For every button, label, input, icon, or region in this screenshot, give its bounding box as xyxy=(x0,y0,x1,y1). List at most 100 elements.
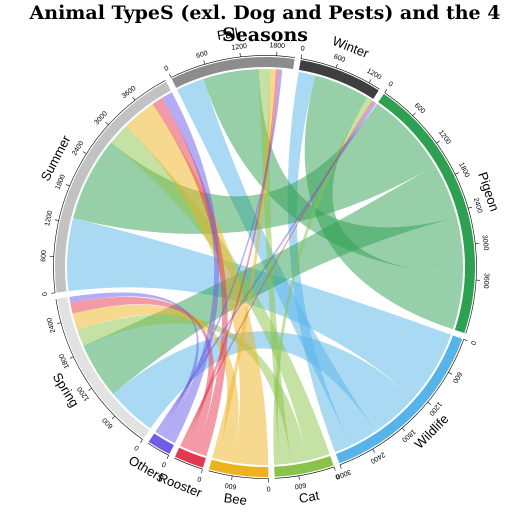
tick-label-wildlife: 2400 xyxy=(369,450,386,464)
tick-label-cat: 0 xyxy=(334,472,340,480)
tick-mark-winter xyxy=(368,79,372,84)
tick-mark-spring xyxy=(140,439,143,443)
tick-label-wildlife: 600 xyxy=(451,370,463,384)
tick-label-bee: 0 xyxy=(267,485,271,492)
tick-label-pigeon: 3000 xyxy=(480,235,489,251)
chord-link-cat-summer xyxy=(111,125,330,461)
tick-label-pigeon: 3600 xyxy=(482,273,490,289)
tick-axis-spring xyxy=(55,298,143,440)
tick-mark-wildlife xyxy=(463,339,468,342)
tick-mark-spring xyxy=(57,322,62,325)
chord-link-wildlife-winter xyxy=(287,71,351,453)
sector-spring xyxy=(57,297,150,439)
chord-link-wildlife-spring xyxy=(113,331,414,432)
tick-mark-wildlife xyxy=(372,448,375,453)
tick-label-winter: 1200 xyxy=(365,68,382,82)
tick-mark-rooster xyxy=(201,468,203,473)
sector-label-bee: Bee xyxy=(223,490,248,508)
tick-label-bee: 600 xyxy=(224,481,237,490)
tick-mark-pigeon xyxy=(412,112,416,116)
sector-bee xyxy=(208,459,269,477)
tick-label-rooster: 0 xyxy=(197,474,203,482)
tick-mark-wildlife xyxy=(339,464,342,469)
tick-mark-pigeon xyxy=(436,140,440,144)
tick-mark-spring xyxy=(88,387,92,391)
tick-mark-pigeon xyxy=(468,206,473,209)
tick-axis-winter xyxy=(300,58,380,90)
tick-mark-winter xyxy=(335,63,338,68)
tick-label-fall: 1200 xyxy=(231,43,247,52)
tick-mark-summer xyxy=(105,121,109,126)
sector-pigeon xyxy=(378,93,475,334)
tick-label-fall: 600 xyxy=(195,50,208,60)
tick-mark-pigeon xyxy=(384,89,388,93)
sector-label-fall: Fall xyxy=(216,25,239,43)
tick-label-summer: 1200 xyxy=(44,210,54,227)
tick-label-winter: 600 xyxy=(333,53,346,64)
tick-mark-pigeon xyxy=(454,172,459,175)
tick-mark-summer xyxy=(65,184,70,187)
tick-mark-wildlife xyxy=(427,401,431,405)
chord-link-rooster-spring xyxy=(70,296,214,453)
tick-mark-cat xyxy=(333,466,336,471)
tick-mark-spring xyxy=(111,415,116,420)
sector-label-cat: Cat xyxy=(298,487,321,506)
sector-winter xyxy=(299,60,379,99)
tick-label-summer: 3000 xyxy=(93,110,109,126)
tick-label-summer: 1800 xyxy=(55,174,67,191)
chord-link-bee-fall xyxy=(212,69,276,460)
chord-link-wildlife-summer xyxy=(67,217,452,398)
sector-label-others: Others xyxy=(126,453,168,486)
tick-label-spring: 2400 xyxy=(46,317,57,334)
chord-link-bee-summer xyxy=(126,104,269,465)
sector-summer xyxy=(54,81,171,293)
tick-axis-others xyxy=(147,442,169,456)
tick-label-summer: 3600 xyxy=(121,85,138,100)
tick-mark-summer xyxy=(132,96,136,101)
chord-link-others-winter xyxy=(155,101,377,434)
tick-axis-summer xyxy=(53,80,166,293)
tick-label-pigeon: 0 xyxy=(387,81,394,89)
tick-axis-bee xyxy=(208,470,269,479)
tick-label-winter: 0 xyxy=(300,45,305,53)
tick-axis-pigeon xyxy=(384,92,477,334)
tick-mark-spring xyxy=(69,356,74,359)
tick-label-fall: 1800 xyxy=(269,42,285,50)
tick-axis-cat xyxy=(274,466,335,479)
tick-label-spring: 0 xyxy=(133,443,140,451)
tick-mark-summer xyxy=(82,151,87,154)
sector-label-wildlife: Wildlife xyxy=(411,411,451,451)
tick-mark-wildlife xyxy=(448,372,453,375)
tick-label-pigeon: 1800 xyxy=(457,162,470,179)
tick-label-summer: 0 xyxy=(42,291,49,296)
tick-mark-fall xyxy=(203,60,206,65)
tick-label-wildlife: 0 xyxy=(469,340,477,346)
tick-label-cat: 600 xyxy=(294,481,307,490)
chord-link-cat-winter xyxy=(273,97,373,465)
sector-others xyxy=(148,433,174,454)
sector-fall xyxy=(171,57,295,88)
sector-label-summer: Summer xyxy=(38,132,74,183)
tick-mark-wildlife xyxy=(401,427,406,432)
chord-link-rooster-summer xyxy=(152,97,228,457)
tick-label-others: 0 xyxy=(161,460,168,468)
chord-links xyxy=(67,68,463,465)
tick-label-pigeon: 1200 xyxy=(437,129,452,146)
tick-mark-others xyxy=(166,455,169,460)
tick-label-summer: 2400 xyxy=(71,140,85,157)
chord-link-bee-spring xyxy=(72,304,239,463)
tick-label-fall: 0 xyxy=(163,65,170,73)
tick-axis-wildlife xyxy=(339,339,465,466)
chart-title: Animal TypeS (exl. Dog and Pests) and th… xyxy=(29,2,501,46)
tick-mark-summer xyxy=(54,219,59,221)
tick-mark-cat xyxy=(298,475,300,480)
tick-mark-bee xyxy=(231,475,233,480)
chord-link-pigeon-summer xyxy=(73,103,435,234)
chord-link-others-summer xyxy=(161,92,220,444)
sector-rooster xyxy=(174,447,206,468)
tick-mark-winter xyxy=(300,54,302,59)
tick-label-spring: 1800 xyxy=(58,352,71,369)
sector-wildlife xyxy=(335,335,463,464)
tick-label-pigeon: 2400 xyxy=(472,197,483,214)
